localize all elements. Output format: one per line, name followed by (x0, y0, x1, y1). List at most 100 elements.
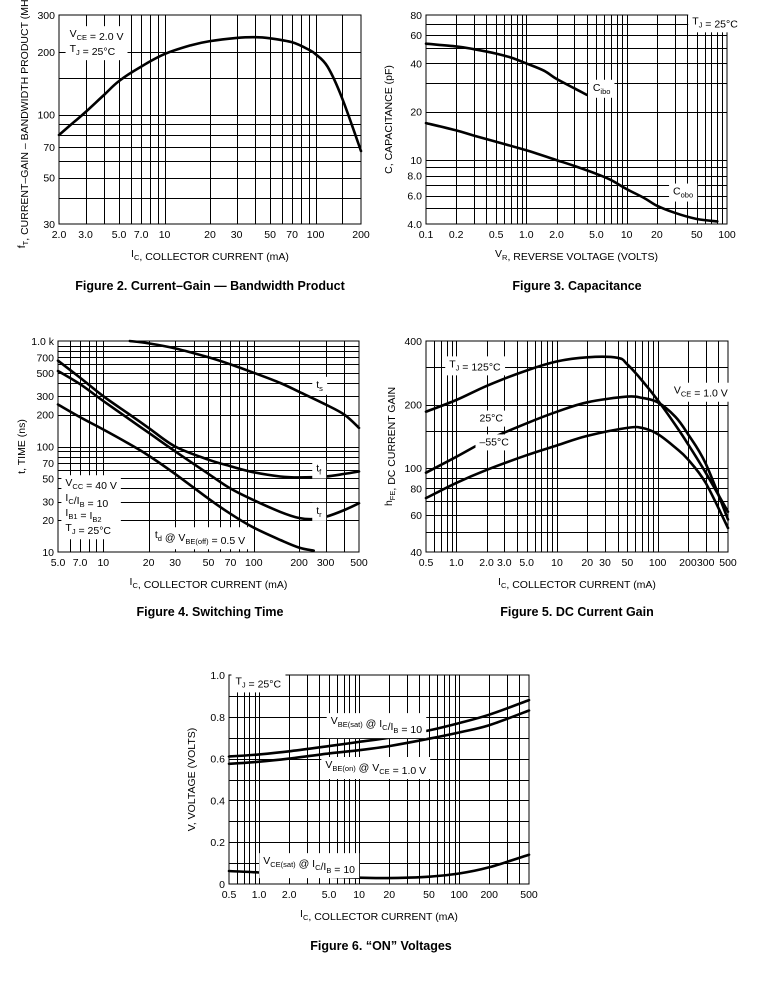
annotation-bg (150, 527, 250, 550)
x-tick-label: 0.1 (419, 229, 434, 241)
x-tick-label: 7.0 (134, 229, 149, 241)
x-tick-label: 10 (353, 889, 365, 901)
y-tick-label: 300 (37, 10, 55, 22)
figure-3-capacitance: Figure 3. Capacitance 0.1 0.2 0.5 1.0 2.0 5.0… (383, 10, 743, 293)
x-tick-label: 300 (317, 557, 335, 569)
y-tick-label: 40 (410, 58, 422, 70)
x-tick-label: 10 (97, 557, 109, 569)
y-tick-label: 8.0 (407, 171, 422, 183)
y-tick-label: 400 (404, 336, 422, 348)
fig6-grid (229, 675, 529, 884)
y-tick-label: 200 (404, 400, 422, 412)
x-tick-label: 1.0 (449, 557, 464, 569)
y-tick-label: 0.6 (210, 754, 225, 766)
x-tick-label: 70 (225, 557, 237, 569)
fig4-x-axis-label: IC, COLLECTOR CURRENT (mA) (130, 576, 288, 591)
x-tick-label: 2.0 (282, 889, 297, 901)
annotation-bg (669, 183, 698, 202)
y-tick-label: 6.0 (407, 191, 422, 203)
y-tick-label: 0.4 (210, 795, 225, 807)
figure-3-caption: Figure 3. Capacitance (512, 279, 641, 293)
annotation: VCE(sat) @ IC/IB = 10 (259, 853, 360, 879)
annotation-bg (312, 460, 327, 479)
y-tick-label: 30 (42, 497, 54, 509)
annotation-text: Cobo (673, 186, 693, 200)
figure-4-switching-time: Figure 4. Switching Time 5.0 7.0 10 20 30 50 7… (16, 336, 368, 619)
series-line-VBE-sat- (227, 698, 531, 758)
x-tick-label: 5.0 (112, 229, 127, 241)
annotation-text: IB1 = IB2 (65, 507, 101, 524)
x-tick-label: 2.0 (52, 229, 67, 241)
y-tick-label: 4.0 (407, 219, 422, 231)
series-line-ts (128, 339, 361, 430)
x-tick-label: 30 (599, 557, 611, 569)
x-tick-label: 200 (352, 229, 370, 241)
annotation-bg (259, 853, 360, 879)
fig6-plot-frame (228, 674, 530, 885)
y-tick-label: 80 (410, 483, 422, 495)
x-tick-label: 5.0 (589, 229, 604, 241)
figure-2-current-gain-bandwidth: Figure 2. Current–Gain — Bandwidth Produ… (16, 0, 370, 293)
x-tick-label: 2.0 (549, 229, 564, 241)
annotation-text: VCE = 1.0 V (674, 385, 728, 400)
annotation-text: VCC = 40 V (65, 477, 116, 492)
annotation: tf (312, 460, 327, 479)
series-line-Cibo (424, 42, 588, 97)
x-tick-label: 200 (679, 557, 697, 569)
series-line-Cobo (424, 121, 719, 223)
figure-5-caption: Figure 5. DC Current Gain (500, 605, 654, 619)
x-tick-label: 30 (169, 557, 181, 569)
y-tick-label: 200 (37, 47, 55, 59)
annotation: td @ VBE(off) = 0.5 V (150, 527, 250, 550)
annotation-bg (65, 26, 128, 61)
annotation-bg (588, 79, 615, 98)
annotation-bg (231, 673, 286, 693)
y-tick-label: 100 (36, 442, 54, 454)
y-tick-label: 100 (37, 110, 55, 122)
fig2-plot-frame (58, 14, 362, 225)
annotation: VCE = 1.0 V (669, 382, 732, 402)
annotation-text: VBE(on) @ VCE = 1.0 V (325, 759, 426, 777)
x-tick-label: 10 (159, 229, 171, 241)
fig5-plot-frame (425, 340, 729, 553)
annotation-text: VCE = 2.0 V (70, 28, 124, 43)
annotation: 25°C (475, 410, 508, 427)
x-tick-label: 1.0 (252, 889, 267, 901)
figure-6-caption: Figure 6. “ON” Voltages (310, 939, 452, 953)
fig6-x-axis-label: IC, COLLECTOR CURRENT (mA) (300, 908, 458, 923)
y-tick-label: 0.2 (210, 837, 225, 849)
y-tick-label: 80 (410, 10, 422, 22)
annotation: ts (312, 376, 328, 395)
x-tick-label: 0.5 (222, 889, 237, 901)
x-tick-label: 20 (651, 229, 663, 241)
y-tick-label: 50 (43, 173, 55, 185)
series-line-125-C (424, 355, 730, 514)
annotation-text: –55°C (480, 436, 510, 448)
fig3-y-axis-label: C, CAPACITANCE (pF) (383, 65, 395, 174)
fig2-grid (59, 15, 361, 224)
y-tick-label: 20 (410, 107, 422, 119)
x-tick-label: 70 (286, 229, 298, 241)
figure-5-dc-current-gain: Figure 5. DC Current Gain 0.5 1.0 2.0 3.0 5.… (383, 336, 737, 619)
annotation-bg (669, 382, 732, 402)
fig5-y-axis-label: hFE, DC CURRENT GAIN (383, 387, 398, 506)
x-tick-label: 30 (231, 229, 243, 241)
x-tick-label: 20 (383, 889, 395, 901)
y-tick-label: 200 (36, 410, 54, 422)
y-tick-label: 1.0 (210, 670, 225, 682)
x-tick-label: 20 (581, 557, 593, 569)
y-tick-label: 500 (36, 368, 54, 380)
x-tick-label: 5.0 (322, 889, 337, 901)
x-tick-label: 20 (204, 229, 216, 241)
y-tick-label: 70 (42, 458, 54, 470)
fig4-y-axis-label: t, TIME (ns) (16, 419, 28, 474)
annotation-text: TJ = 25°C (70, 43, 116, 58)
annotation-bg (312, 376, 328, 395)
fig3-plot-frame (425, 14, 728, 225)
annotation-text: td @ VBE(off) = 0.5 V (155, 529, 245, 547)
x-tick-label: 100 (649, 557, 667, 569)
y-tick-label: 700 (36, 352, 54, 364)
annotation-text: TJ = 25°C (235, 675, 281, 690)
